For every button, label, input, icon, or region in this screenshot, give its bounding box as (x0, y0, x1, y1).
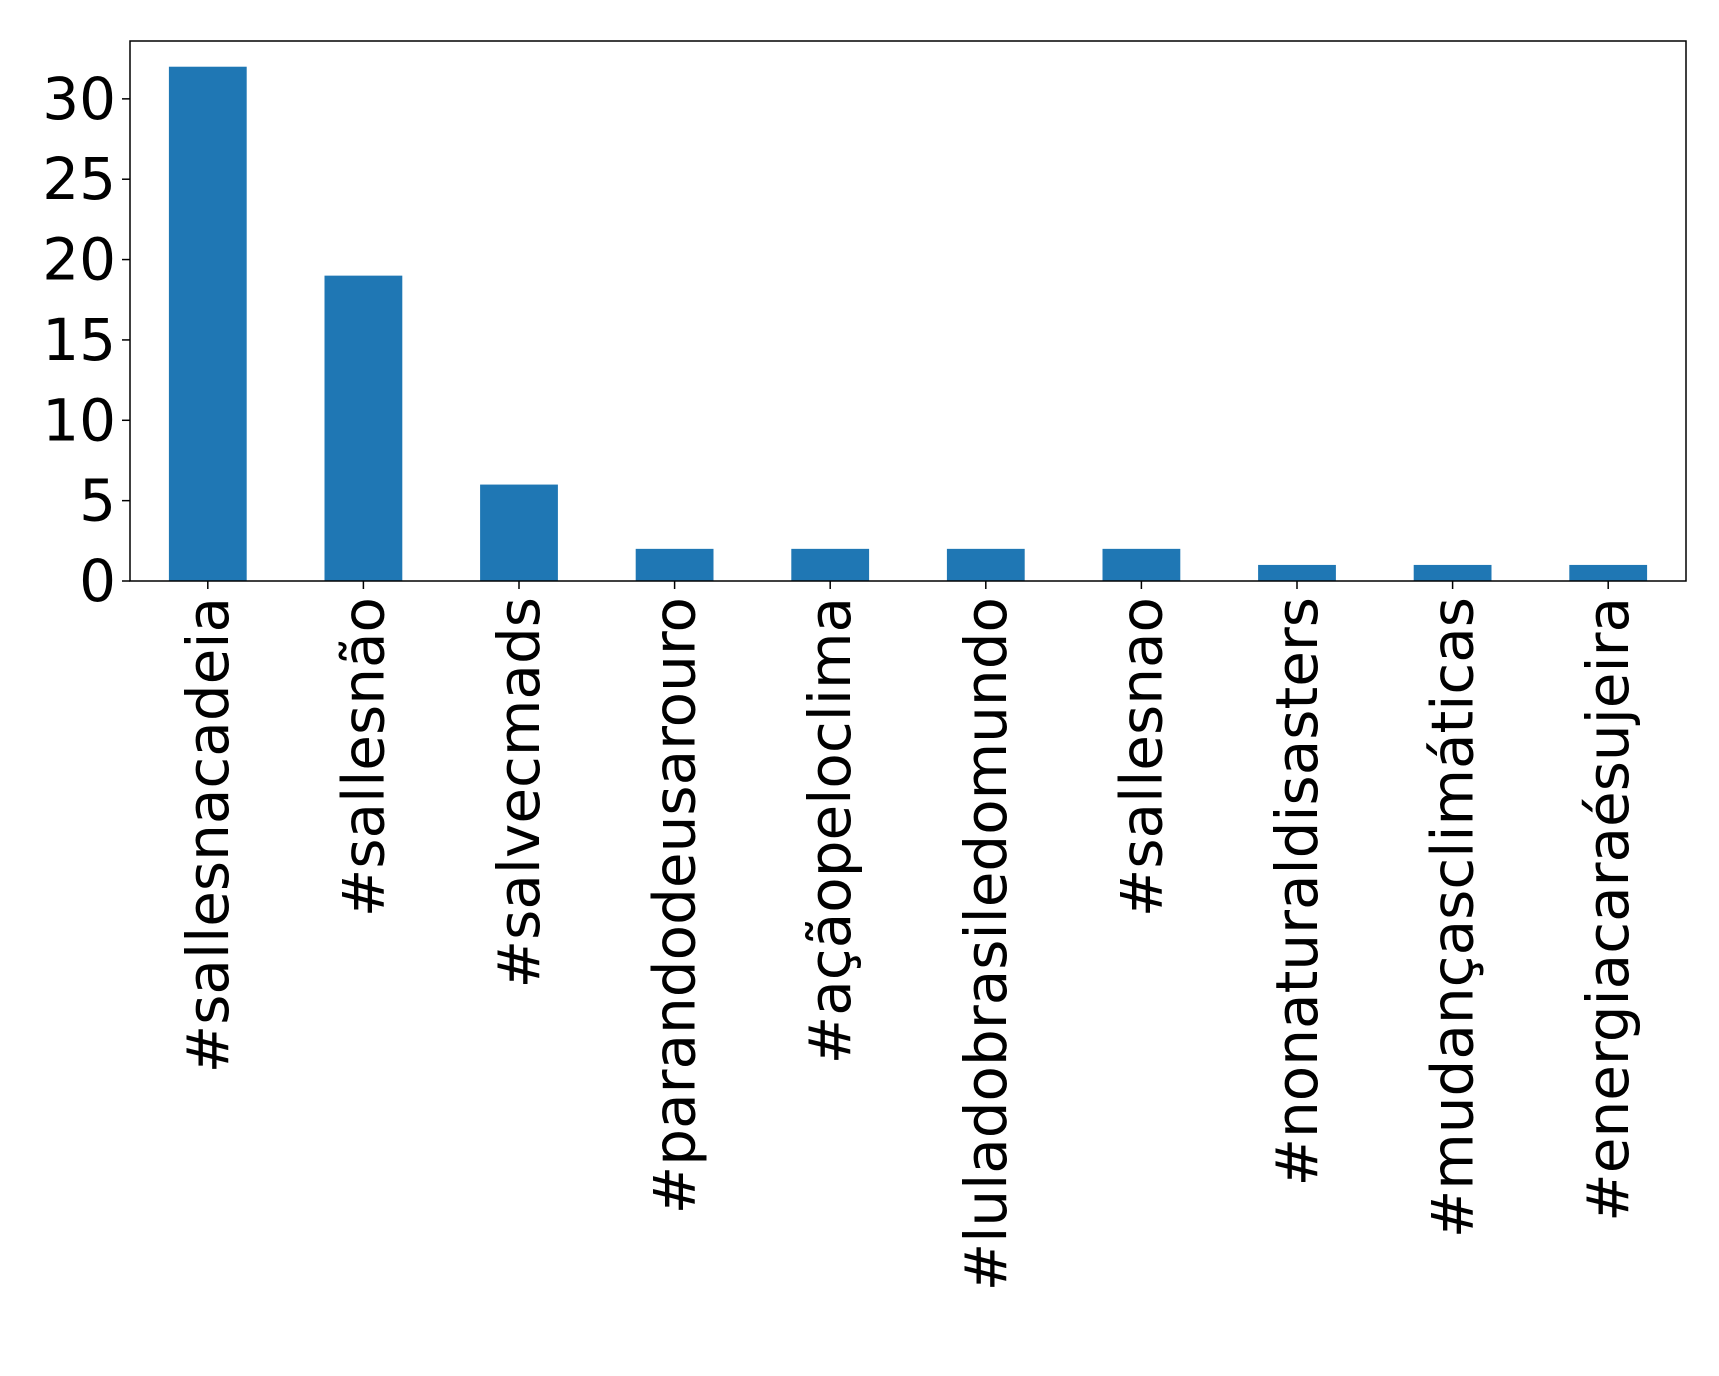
x-tick-label: #nonaturaldisasters (1263, 597, 1331, 1187)
y-tick-label: 25 (42, 145, 116, 213)
bar-0 (168, 66, 247, 581)
y-tick-label: 0 (79, 547, 116, 615)
y-axis-ticks: 0 5 10 15 20 25 30 (42, 65, 130, 615)
x-axis-ticks: #sallesnacadeia #sallesnão #salvecmads #par… (174, 581, 1642, 1291)
x-tick-label: #açãopeloclima (796, 597, 864, 1064)
x-tick-label: #sallesnacadeia (174, 597, 242, 1073)
bar-9 (1569, 564, 1648, 581)
x-tick-label: #parandodeusarouro (641, 597, 709, 1214)
y-tick-label: 30 (42, 65, 116, 133)
bars-group (168, 66, 1648, 581)
bar-1 (324, 275, 403, 581)
x-tick-label: #sallesnao (1107, 597, 1175, 917)
y-tick-label: 5 (79, 467, 116, 535)
y-tick-label: 15 (42, 306, 116, 374)
bar-7 (1258, 564, 1336, 581)
plot-frame (129, 40, 1687, 582)
bar-3 (635, 548, 714, 581)
bar-8 (1413, 564, 1492, 581)
x-tick-label: #energiacaraésujeira (1574, 597, 1642, 1222)
x-tick-label: #luladobrasiledomundo (952, 597, 1020, 1291)
y-tick-label: 10 (42, 386, 116, 454)
bar-5 (946, 548, 1025, 581)
y-tick-label: 20 (42, 226, 116, 294)
bar-4 (791, 548, 870, 581)
x-tick-label: #mudançasclimáticas (1419, 597, 1487, 1238)
x-tick-label: #sallesnão (329, 597, 397, 917)
bar-6 (1102, 548, 1181, 581)
bar-2 (480, 484, 558, 581)
x-tick-label: #salvecmads (485, 597, 553, 988)
